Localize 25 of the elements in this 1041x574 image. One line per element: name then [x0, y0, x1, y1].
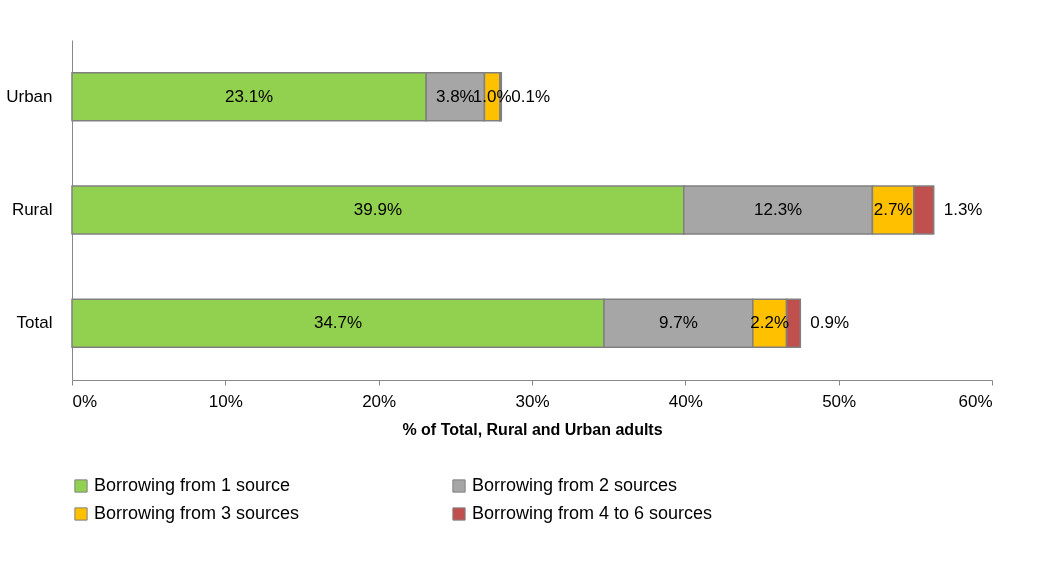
- y-tick-label: Total: [16, 313, 53, 333]
- x-tick-label: 10%: [208, 391, 243, 411]
- data-label: 3.8%: [435, 86, 475, 106]
- x-tick-label: 60%: [958, 391, 993, 411]
- x-axis-title: % of Total, Rural and Urban adults: [402, 420, 663, 438]
- x-tick-label: 30%: [515, 391, 550, 411]
- data-label: 34.7%: [313, 313, 363, 333]
- y-tick-label: Urban: [6, 86, 53, 106]
- x-tick-label: 40%: [668, 391, 703, 411]
- data-label: 23.1%: [225, 86, 274, 106]
- data-label: 0.9%: [810, 313, 850, 333]
- data-label: 39.9%: [353, 200, 402, 219]
- data-label: 1.3%: [943, 200, 983, 219]
- x-tick-label: 20%: [362, 391, 397, 411]
- legend-label: Borrowing from 1 source: [94, 475, 291, 495]
- data-label: 9.7%: [659, 313, 698, 333]
- data-label: 12.3%: [754, 200, 803, 219]
- x-tick-label: 50%: [822, 391, 857, 411]
- x-tick-label: 0%: [72, 391, 98, 411]
- data-label: 0.1%: [511, 86, 551, 106]
- data-label: 2.7%: [873, 200, 913, 219]
- legend-label: Borrowing from 3 sources: [94, 503, 300, 523]
- legend-label: Borrowing from 2 sources: [472, 475, 678, 495]
- legend-label: Borrowing from 4 to 6 sources: [472, 503, 713, 523]
- y-tick-label: Rural: [11, 200, 53, 219]
